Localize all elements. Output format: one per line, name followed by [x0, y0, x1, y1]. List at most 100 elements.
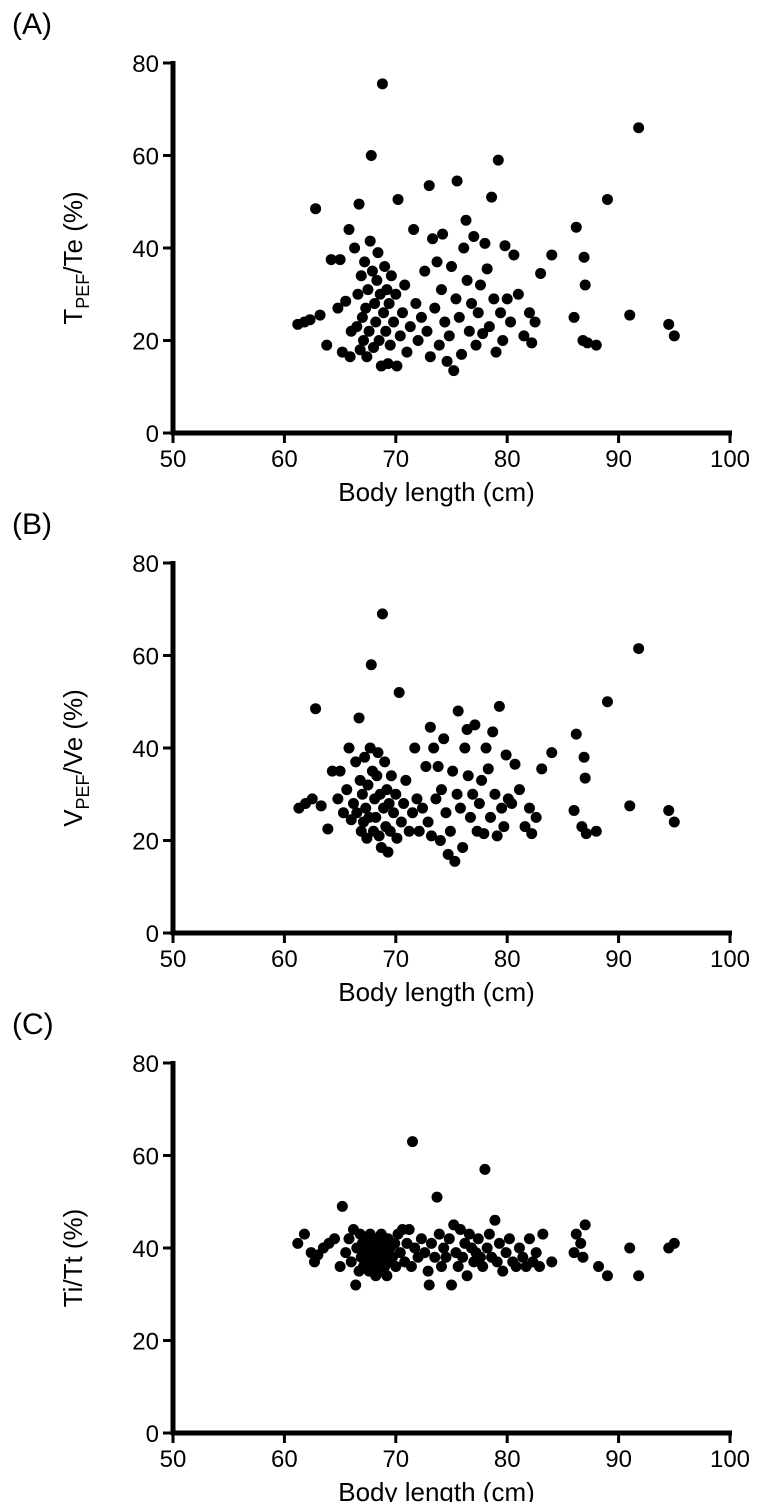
- data-point: [336, 1200, 348, 1212]
- data-point: [577, 1251, 589, 1263]
- data-point: [370, 811, 382, 823]
- data-point: [366, 265, 378, 277]
- x-axis-label: Body length (cm): [338, 977, 535, 1007]
- data-point: [633, 1270, 645, 1282]
- data-point: [452, 705, 464, 717]
- data-point: [405, 1261, 417, 1272]
- data-point: [361, 832, 373, 844]
- data-point: [379, 261, 391, 272]
- data-point: [633, 643, 645, 655]
- data-point: [369, 298, 381, 309]
- data-point: [433, 339, 445, 351]
- data-point: [404, 321, 416, 333]
- data-point: [310, 203, 322, 215]
- data-point: [601, 696, 613, 708]
- data-point: [546, 747, 558, 759]
- data-point: [394, 1247, 406, 1259]
- data-point: [424, 721, 436, 733]
- x-tick-label: 60: [271, 446, 298, 473]
- data-point: [357, 335, 369, 346]
- data-point: [443, 1233, 455, 1245]
- data-point: [449, 855, 461, 867]
- data-point: [484, 811, 496, 823]
- data-point: [483, 321, 495, 333]
- data-point: [536, 763, 548, 775]
- data-point: [382, 846, 394, 858]
- data-point: [409, 1242, 421, 1254]
- data-point: [440, 807, 452, 819]
- data-point: [463, 1228, 475, 1240]
- data-point: [505, 316, 517, 328]
- data-point: [371, 274, 383, 286]
- data-point: [624, 309, 636, 321]
- data-point: [408, 224, 420, 235]
- y-tick-label: 80: [132, 1051, 159, 1078]
- data-point: [415, 311, 427, 323]
- x-tick-label: 90: [605, 446, 632, 473]
- data-point: [314, 309, 326, 321]
- data-point: [668, 816, 680, 828]
- panel-b: (B) 50 60 70 80 90 100 0 20 40 60 80 Body length (c…: [0, 500, 758, 1010]
- data-point: [454, 1224, 466, 1235]
- data-point: [399, 279, 411, 291]
- y-tick-label: 40: [132, 1236, 159, 1263]
- data-point: [423, 180, 435, 192]
- data-point: [381, 284, 393, 296]
- data-point: [391, 360, 403, 372]
- panel-label-c: (C): [12, 1008, 54, 1041]
- data-point: [473, 798, 485, 809]
- data-point: [373, 335, 385, 346]
- data-point: [322, 823, 334, 835]
- data-point: [575, 1237, 587, 1249]
- x-tick-label: 80: [494, 1446, 521, 1473]
- data-point: [371, 770, 383, 782]
- data-point: [466, 298, 478, 309]
- data-point: [535, 267, 547, 279]
- data-point: [380, 325, 392, 337]
- data-point: [413, 825, 425, 837]
- data-point: [365, 659, 377, 671]
- data-point: [407, 807, 419, 819]
- y-tick-label: 0: [146, 921, 159, 948]
- data-point: [590, 339, 602, 351]
- data-point: [481, 1242, 493, 1254]
- data-point: [343, 224, 355, 235]
- data-point: [385, 270, 397, 282]
- data-point: [497, 335, 509, 346]
- data-point: [467, 788, 479, 800]
- data-point: [512, 288, 524, 300]
- data-point: [442, 848, 454, 860]
- data-point: [570, 221, 582, 233]
- data-point: [325, 254, 337, 266]
- data-point: [434, 835, 446, 846]
- data-point: [403, 825, 415, 837]
- data-point: [326, 765, 338, 777]
- data-point: [360, 802, 372, 814]
- data-point: [340, 295, 352, 307]
- data-point: [422, 1265, 434, 1277]
- data-point: [526, 828, 538, 840]
- data-point: [492, 154, 504, 166]
- data-point: [403, 1224, 415, 1235]
- data-point: [361, 351, 373, 363]
- data-point: [668, 1237, 680, 1249]
- data-point: [363, 325, 375, 337]
- data-point: [510, 1261, 522, 1272]
- data-point: [431, 1191, 443, 1203]
- panel-label-b: (B): [12, 508, 52, 541]
- data-point: [424, 351, 436, 363]
- data-point: [421, 325, 433, 337]
- data-point: [392, 193, 404, 205]
- data-point: [419, 265, 431, 277]
- x-tick-label: 100: [710, 946, 750, 973]
- data-point: [529, 316, 541, 328]
- data-point: [306, 793, 318, 805]
- data-point: [456, 348, 468, 360]
- data-point: [481, 263, 493, 275]
- data-point: [438, 733, 450, 745]
- data-point: [435, 1261, 447, 1272]
- data-point: [462, 770, 474, 782]
- data-point: [401, 346, 413, 358]
- data-point: [439, 316, 451, 328]
- data-point: [491, 830, 503, 842]
